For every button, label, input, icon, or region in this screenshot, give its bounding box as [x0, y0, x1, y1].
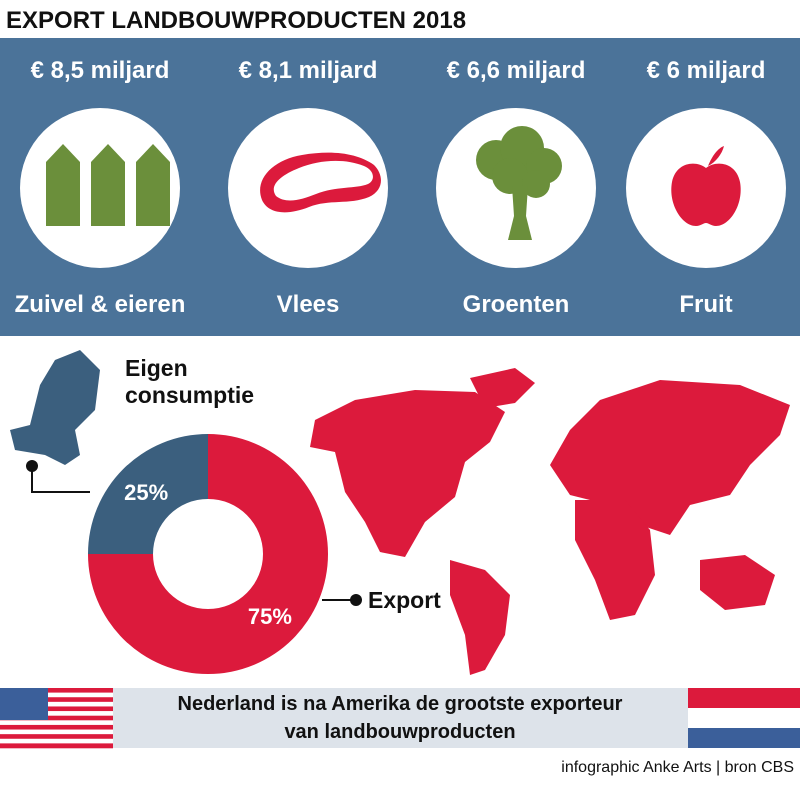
connector-dot — [350, 594, 362, 606]
value-label: 75% — [248, 604, 292, 629]
flag-stripe — [0, 701, 113, 707]
product-amount: € 6,6 miljard — [447, 57, 586, 84]
flag-stripe — [0, 738, 113, 744]
flag-stripe — [0, 743, 113, 749]
world-map — [310, 368, 790, 675]
flag-stripe — [0, 692, 113, 698]
product-label: Fruit — [679, 291, 732, 318]
connector — [31, 466, 90, 493]
banner — [0, 688, 800, 748]
product-label: Groenten — [463, 291, 570, 318]
nl-flag — [688, 688, 800, 748]
milk-cartons — [46, 144, 170, 226]
banner-text: van landbouwproducten — [284, 721, 515, 743]
flag-stripe — [0, 729, 113, 735]
banner-text: Nederland is na Amerika de grootste expo… — [178, 693, 623, 715]
product-label: Zuivel & eieren — [15, 291, 186, 318]
product-amount: € 6 miljard — [647, 57, 766, 84]
apple-icon — [671, 146, 741, 226]
flag-stripe — [0, 720, 113, 726]
product-amount: € 8,5 miljard — [31, 57, 170, 84]
flag-stripe — [0, 706, 113, 712]
source: infographic Anke Arts | bron CBS — [561, 759, 794, 776]
flag-stripe — [0, 724, 113, 730]
donut-segment — [88, 434, 328, 674]
netherlands-map — [10, 350, 100, 465]
flag-canton — [0, 688, 48, 720]
product-label: Vlees — [277, 291, 340, 318]
flag-stripe — [0, 688, 113, 693]
donut-chart: 25% 75% — [88, 434, 328, 674]
us-flag — [0, 688, 113, 749]
product-icons — [20, 108, 786, 268]
category-label: Export — [368, 587, 441, 613]
product-amount: € 8,1 miljard — [239, 57, 378, 84]
flag-stripe — [0, 715, 113, 721]
connector-dot — [26, 460, 38, 472]
flag-stripe — [0, 734, 113, 740]
meat-icon — [260, 152, 381, 213]
donut-segment — [88, 434, 208, 554]
flag-stripe — [0, 711, 113, 716]
broccoli-icon — [476, 126, 562, 240]
flag-stripe — [0, 697, 113, 703]
category-label: Eigen consumptie — [125, 355, 254, 408]
value-label: 25% — [124, 480, 168, 505]
icon-circle — [228, 108, 388, 268]
title: EXPORT LANDBOUWPRODUCTEN 2018 — [6, 7, 466, 34]
